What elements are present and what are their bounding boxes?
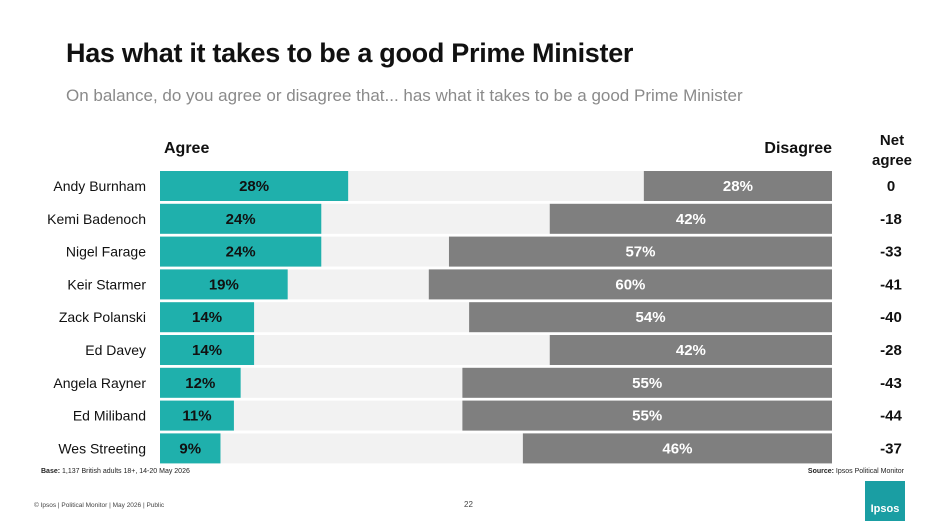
agree-bar bbox=[160, 203, 322, 234]
agree-value-label: 14% bbox=[192, 342, 222, 359]
category-label: Ed Miliband bbox=[73, 408, 146, 424]
category-label: Angela Rayner bbox=[53, 375, 146, 391]
agree-header: Agree bbox=[164, 140, 210, 157]
page-number: 22 bbox=[464, 500, 473, 509]
net-agree-value: -40 bbox=[880, 309, 902, 326]
chart-title: Has what it takes to be a good Prime Min… bbox=[66, 38, 634, 68]
category-label: Ed Davey bbox=[85, 342, 146, 358]
base-text: 1,137 British adults 18+, 14-20 May 2026 bbox=[60, 468, 190, 475]
source-text: Ipsos Political Monitor bbox=[833, 468, 904, 475]
agree-value-label: 19% bbox=[209, 276, 239, 293]
net-agree-value: -33 bbox=[880, 244, 902, 261]
disagree-bar bbox=[448, 236, 832, 267]
agree-value-label: 24% bbox=[226, 211, 256, 228]
disagree-value-label: 28% bbox=[723, 178, 753, 195]
agree-bar bbox=[160, 335, 255, 365]
net-agree-value: -43 bbox=[880, 375, 902, 392]
footer-copyright: © Ipsos | Political Monitor | May 2026 |… bbox=[34, 502, 165, 509]
disagree-value-label: 55% bbox=[632, 408, 662, 425]
disagree-value-label: 42% bbox=[676, 211, 706, 228]
agree-bar bbox=[160, 302, 255, 333]
source-footnote: Source: Ipsos Political Monitor bbox=[808, 468, 904, 475]
disagree-value-label: 57% bbox=[625, 244, 655, 261]
disagree-bar bbox=[549, 335, 832, 365]
disagree-value-label: 46% bbox=[662, 440, 692, 457]
disagree-bar bbox=[522, 433, 832, 464]
agree-value-label: 28% bbox=[239, 178, 269, 195]
base-label: Base: bbox=[41, 468, 61, 475]
net-agree-value: -37 bbox=[880, 440, 902, 457]
disagree-bar bbox=[469, 302, 832, 333]
ipsos-logo: Ipsos bbox=[865, 481, 905, 521]
disagree-value-label: 55% bbox=[632, 375, 662, 392]
net-agree-value: -41 bbox=[880, 276, 902, 293]
agree-value-label: 12% bbox=[185, 375, 215, 392]
net-agree-value: 0 bbox=[887, 178, 895, 195]
net-header-line-2: agree bbox=[871, 152, 913, 169]
net-agree-header: Net agree bbox=[866, 131, 918, 171]
category-label: Wes Streeting bbox=[58, 440, 146, 456]
category-label: Zack Polanski bbox=[59, 309, 146, 325]
logo-text: Ipsos bbox=[870, 503, 900, 515]
category-label: Andy Burnham bbox=[53, 178, 146, 194]
disagree-bar bbox=[462, 367, 832, 398]
base-footnote: Base: 1,137 British adults 18+, 14-20 Ma… bbox=[41, 468, 190, 475]
disagree-bar bbox=[549, 203, 832, 234]
disagree-bar bbox=[462, 400, 832, 431]
net-agree-value: -28 bbox=[880, 342, 902, 359]
net-agree-value: -18 bbox=[880, 211, 902, 228]
agree-bar bbox=[160, 236, 322, 267]
disagree-value-label: 42% bbox=[676, 342, 706, 359]
agree-bar bbox=[160, 171, 349, 201]
agree-value-label: 9% bbox=[179, 440, 201, 457]
category-label: Nigel Farage bbox=[66, 244, 146, 260]
agree-bar bbox=[160, 367, 241, 398]
disagree-value-label: 60% bbox=[615, 276, 645, 293]
agree-value-label: 24% bbox=[226, 244, 256, 261]
net-agree-value: -44 bbox=[880, 408, 902, 425]
agree-bar bbox=[160, 400, 234, 431]
disagree-bar bbox=[428, 269, 832, 300]
agree-value-label: 11% bbox=[182, 408, 211, 425]
agree-bar bbox=[160, 433, 221, 464]
disagree-value-label: 54% bbox=[636, 309, 666, 326]
agree-bar bbox=[160, 269, 288, 300]
category-label: Keir Starmer bbox=[67, 276, 146, 292]
net-header-line-1: Net bbox=[879, 132, 905, 149]
disagree-bar bbox=[643, 171, 832, 201]
category-label: Kemi Badenoch bbox=[47, 211, 146, 227]
source-label: Source: bbox=[807, 468, 834, 475]
disagree-header: Disagree bbox=[764, 140, 832, 157]
chart-subtitle: On balance, do you agree or disagree tha… bbox=[66, 86, 743, 105]
agree-value-label: 14% bbox=[192, 309, 222, 326]
